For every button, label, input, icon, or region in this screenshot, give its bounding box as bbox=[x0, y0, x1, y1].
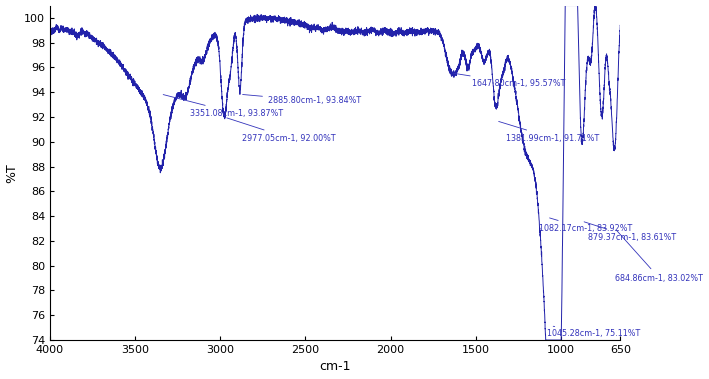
Text: 879.37cm-1, 83.61%T: 879.37cm-1, 83.61%T bbox=[584, 222, 676, 242]
Text: 684.86cm-1, 83.02%T: 684.86cm-1, 83.02%T bbox=[615, 230, 703, 283]
Text: 1381.99cm-1, 91.71%T: 1381.99cm-1, 91.71%T bbox=[498, 121, 600, 143]
Text: 1647.80cm-1, 95.57%T: 1647.80cm-1, 95.57%T bbox=[454, 73, 566, 88]
X-axis label: cm-1: cm-1 bbox=[320, 360, 351, 373]
Text: 2885.80cm-1, 93.84%T: 2885.80cm-1, 93.84%T bbox=[242, 94, 361, 105]
Y-axis label: %T: %T bbox=[6, 163, 18, 183]
Text: 2977.05cm-1, 92.00%T: 2977.05cm-1, 92.00%T bbox=[227, 118, 336, 143]
Text: 1045.28cm-1, 75.11%T: 1045.28cm-1, 75.11%T bbox=[547, 326, 640, 338]
Text: 1082.17cm-1, 83.92%T: 1082.17cm-1, 83.92%T bbox=[539, 218, 632, 233]
Text: 3351.08cm-1, 93.87%T: 3351.08cm-1, 93.87%T bbox=[163, 95, 283, 118]
